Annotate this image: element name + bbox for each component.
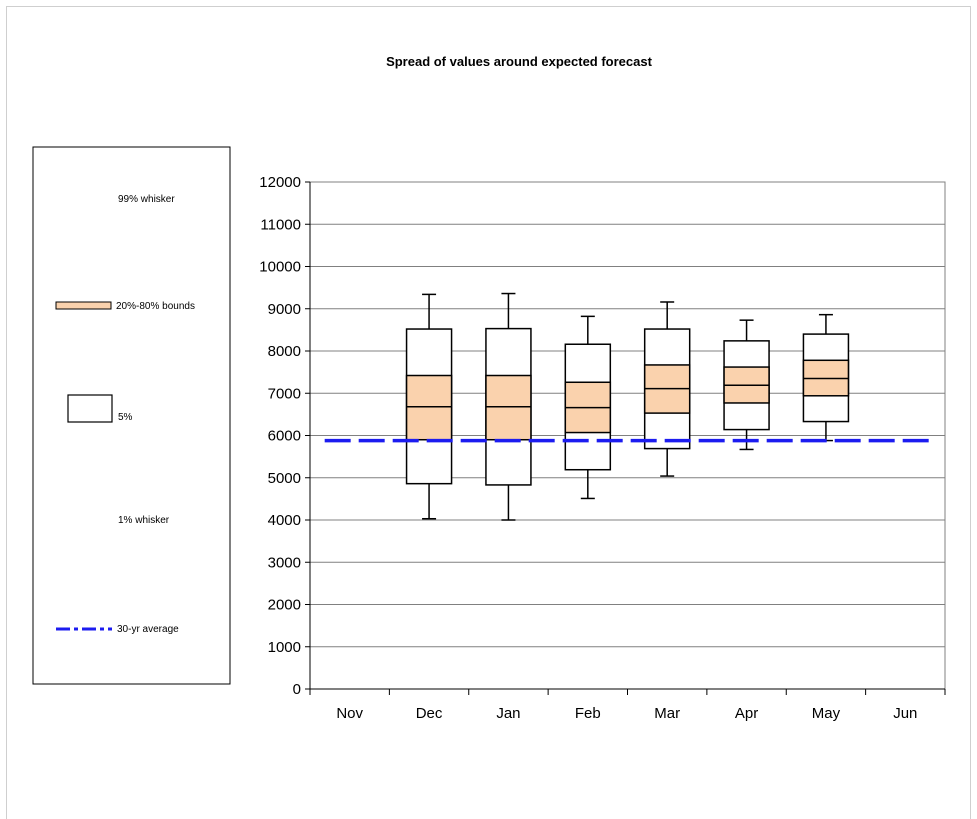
x-tick-label: Jun bbox=[893, 705, 917, 722]
y-tick-label: 0 bbox=[293, 681, 301, 698]
x-tick-label: May bbox=[812, 705, 841, 722]
legend-label-whisker-low: 1% whisker bbox=[118, 515, 170, 526]
sheet-border bbox=[6, 6, 971, 819]
legend: 99% whisker 20%-80% bounds 5% 1% whisker… bbox=[32, 146, 231, 685]
y-tick-label: 6000 bbox=[268, 428, 301, 445]
y-tick-label: 11000 bbox=[260, 216, 301, 233]
box-20-80 bbox=[405, 374, 453, 441]
legend-label-bounds: 20%-80% bounds bbox=[116, 301, 195, 312]
legend-label-box: 5% bbox=[118, 412, 133, 423]
x-tick-label: Nov bbox=[336, 705, 363, 722]
y-tick-label: 9000 bbox=[268, 301, 301, 318]
x-tick-label: Feb bbox=[575, 705, 601, 722]
y-tick-label: 10000 bbox=[259, 259, 301, 276]
plot-area: 0 1000 2000 3000 4000 5000 6000 7000 8000 9000 100… bbox=[259, 174, 946, 722]
y-tick-label: 7000 bbox=[268, 385, 301, 402]
x-tick-label: Jan bbox=[496, 705, 520, 722]
y-tick-label: 12000 bbox=[259, 174, 301, 191]
legend-swatch-box bbox=[67, 394, 113, 423]
legend-swatch-bounds bbox=[55, 301, 112, 310]
x-tick-label: Dec bbox=[416, 705, 443, 722]
y-tick-label: 8000 bbox=[268, 343, 301, 360]
y-tick-label: 5000 bbox=[268, 470, 301, 487]
y-tick-label: 1000 bbox=[268, 639, 301, 656]
y-tick-label: 4000 bbox=[268, 512, 301, 529]
box-20-80 bbox=[485, 374, 532, 441]
legend-frame bbox=[32, 146, 231, 685]
x-tick-label: Mar bbox=[654, 705, 680, 722]
chart-title: Spread of values around expected forecas… bbox=[386, 54, 653, 69]
legend-label-average: 30-yr average bbox=[117, 624, 179, 635]
legend-label-whisker-high: 99% whisker bbox=[118, 194, 175, 205]
x-tick-label: Apr bbox=[735, 705, 758, 722]
y-tick-label: 3000 bbox=[268, 554, 301, 571]
y-tick-label: 2000 bbox=[268, 597, 301, 614]
